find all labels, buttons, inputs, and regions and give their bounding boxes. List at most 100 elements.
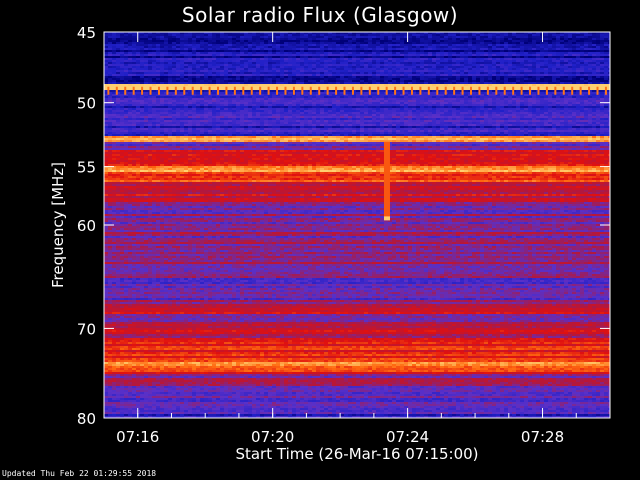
spectrogram-row xyxy=(104,394,610,396)
interference-tick xyxy=(419,86,422,95)
spectrogram-row xyxy=(104,242,610,244)
spectrogram-row xyxy=(104,340,610,342)
spectrogram-row xyxy=(104,292,610,294)
spectrogram-row xyxy=(104,374,610,376)
spectrogram-row xyxy=(104,280,610,282)
spectrogram-row xyxy=(104,52,610,54)
interference-tick xyxy=(343,86,346,95)
interference-tick xyxy=(453,86,456,95)
interference-tick xyxy=(107,86,110,95)
interference-tick xyxy=(554,86,557,95)
y-tick-label: 55 xyxy=(77,159,96,177)
spectrogram-row xyxy=(104,312,610,314)
spectrogram-row xyxy=(104,180,610,182)
spectrogram-row xyxy=(104,400,610,402)
spectrogram-row xyxy=(104,122,610,124)
interference-tick xyxy=(335,86,338,95)
spectrogram-row xyxy=(104,252,610,254)
spectrogram-row xyxy=(104,260,610,262)
interference-tick xyxy=(301,86,304,95)
spectrogram-row xyxy=(104,310,610,312)
spectrogram-row xyxy=(104,266,610,268)
x-tick-label: 07:24 xyxy=(386,428,429,446)
spectrogram-row xyxy=(104,328,610,330)
spectrogram-row xyxy=(104,376,610,378)
spectrogram-row xyxy=(104,386,610,388)
spectrogram-row xyxy=(104,390,610,392)
spectrogram-row xyxy=(104,164,610,166)
interference-tick xyxy=(520,86,523,95)
interference-tick xyxy=(326,86,329,95)
spectrogram-row xyxy=(104,300,610,302)
spectrogram-row xyxy=(104,204,610,206)
spectrogram-row xyxy=(104,384,610,386)
spectrogram-row xyxy=(104,70,610,72)
interference-tick xyxy=(470,86,473,95)
spectrogram-row xyxy=(104,352,610,354)
spectrogram-row xyxy=(104,314,610,316)
spectrogram-row xyxy=(104,106,610,108)
spectrogram-row xyxy=(104,232,610,234)
spectrogram-row xyxy=(104,306,610,308)
spectrogram-row xyxy=(104,102,610,104)
interference-tick xyxy=(604,86,607,95)
spectrogram-row xyxy=(104,42,610,44)
interference-tick xyxy=(385,86,388,95)
spectrogram-row xyxy=(104,134,610,136)
spectrogram-row xyxy=(104,48,610,50)
spectrogram-row xyxy=(104,72,610,74)
interference-tick xyxy=(200,86,203,95)
spectrogram-row xyxy=(104,64,610,66)
spectrogram-row xyxy=(104,288,610,290)
interference-tick xyxy=(368,86,371,95)
spectrogram-row xyxy=(104,346,610,348)
spectrogram-row xyxy=(104,196,610,198)
spectrogram-row xyxy=(104,40,610,42)
interference-tick xyxy=(191,86,194,95)
spectrogram-row xyxy=(104,404,610,406)
spectrogram-row xyxy=(104,294,610,296)
interference-tick xyxy=(174,86,177,95)
spectrogram-row xyxy=(104,322,610,324)
spectrogram-row xyxy=(104,68,610,70)
spectrogram-row xyxy=(104,38,610,40)
spectrogram-row xyxy=(104,190,610,192)
spectrogram-row xyxy=(104,382,610,384)
interference-tick xyxy=(478,86,481,95)
spectrogram-row xyxy=(104,214,610,216)
spectrogram-row xyxy=(104,256,610,258)
interference-tick xyxy=(267,86,270,95)
spectrogram-row xyxy=(104,250,610,252)
spectrogram-row xyxy=(104,82,610,84)
spectrogram-row xyxy=(104,90,610,92)
spectrogram-row xyxy=(104,360,610,362)
interference-tick xyxy=(444,86,447,95)
spectrogram-row xyxy=(104,168,610,170)
interference-tick xyxy=(436,86,439,95)
chart-title: Solar radio Flux (Glasgow) xyxy=(0,3,640,27)
interference-tick xyxy=(427,86,430,95)
spectrogram-row xyxy=(104,226,610,228)
interference-tick xyxy=(486,86,489,95)
spectrogram-row xyxy=(104,338,610,340)
spectrogram-row xyxy=(104,178,610,180)
interference-tick xyxy=(166,86,169,95)
interference-tick xyxy=(461,86,464,95)
spectrogram-row xyxy=(104,392,610,394)
interference-tick xyxy=(157,86,160,95)
spectrogram-row xyxy=(104,34,610,36)
interference-tick xyxy=(562,86,565,95)
spectrogram-row xyxy=(104,198,610,200)
spectrogram-row xyxy=(104,128,610,130)
spectrogram-row xyxy=(104,74,610,76)
spectrogram-row xyxy=(104,200,610,202)
spectrogram-row xyxy=(104,368,610,370)
spectrogram-row xyxy=(104,398,610,400)
spectrogram-row xyxy=(104,372,610,374)
spectrogram-row xyxy=(104,356,610,358)
spectrogram-row xyxy=(104,114,610,116)
spectrogram-row xyxy=(104,194,610,196)
spectrogram-row xyxy=(104,358,610,360)
interference-tick xyxy=(360,86,363,95)
spectrogram-row xyxy=(104,342,610,344)
